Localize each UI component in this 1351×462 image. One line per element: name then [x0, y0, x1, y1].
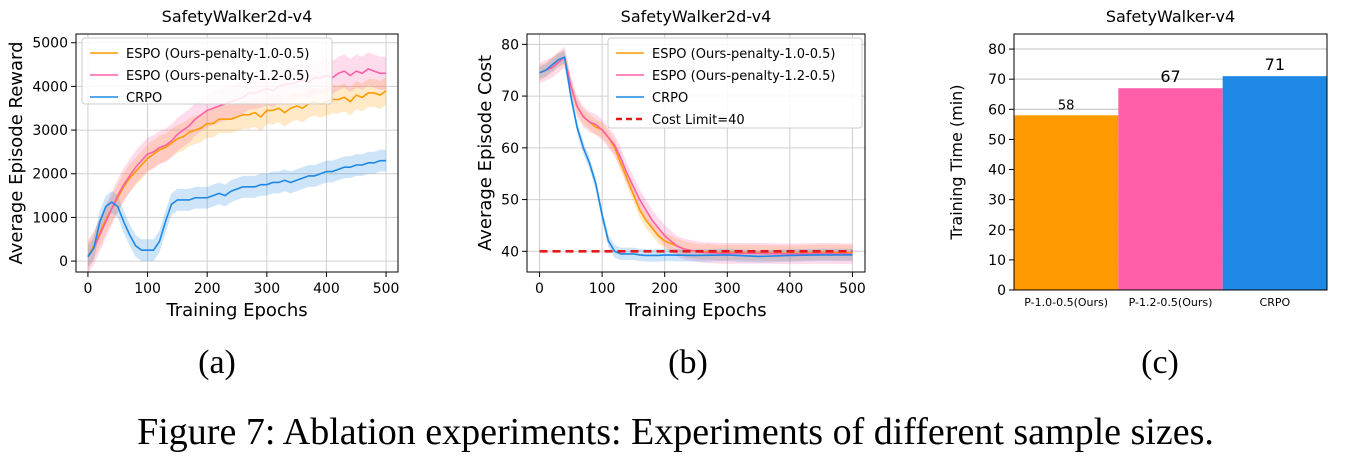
y-tick-label: 70 [501, 89, 519, 105]
x-axis-label: Training Epochs [624, 300, 766, 321]
bar-0 [1014, 115, 1119, 290]
x-tick-label: 0 [535, 281, 544, 297]
x-tick-label: P-1.0-0.5(Ours) [1024, 296, 1108, 309]
bar-value-label-0: 58 [1058, 98, 1075, 113]
legend-label-0: ESPO (Ours-penalty-1.0-0.5) [652, 47, 835, 62]
x-tick-label: P-1.2-0.5(Ours) [1129, 296, 1213, 309]
x-tick-label: 100 [134, 281, 161, 297]
y-tick-label: 2000 [32, 167, 68, 183]
x-tick-label: 500 [373, 281, 400, 297]
y-tick-label: 0 [59, 254, 68, 270]
y-tick-label: 30 [988, 193, 1006, 209]
series-band-2 [87, 149, 387, 268]
y-tick-label: 20 [988, 223, 1006, 239]
chart-title: SafetyWalker2d-v4 [621, 7, 772, 26]
chart-a: 0 100 200 300 400 500010002000300040005000Saf… [6, 7, 400, 321]
x-tick-label: 200 [651, 281, 678, 297]
chart-title: SafetyWalker2d-v4 [162, 7, 313, 26]
x-tick-label: 300 [714, 281, 741, 297]
bar-value-label-1: 67 [1160, 67, 1180, 86]
series-line-1 [539, 55, 853, 255]
x-tick-label: CRPO [1260, 296, 1291, 309]
legend-label-1: ESPO (Ours-penalty-1.2-0.5) [126, 69, 309, 84]
x-axis-label: Training Epochs [165, 300, 307, 321]
legend-label-2: CRPO [126, 91, 162, 106]
plot-frame [75, 33, 399, 273]
y-tick-label: 5000 [32, 36, 68, 52]
figure-caption: Figure 7: Ablation experiments: Experime… [137, 411, 1214, 453]
legend-label-0: ESPO (Ours-penalty-1.0-0.5) [126, 47, 309, 62]
y-tick-label: 0 [997, 283, 1006, 299]
y-tick-label: 1000 [32, 210, 68, 226]
legend-label-2: CRPO [652, 91, 688, 106]
y-tick-label: 60 [501, 141, 519, 157]
y-axis-label: Average Episode Reward [6, 41, 27, 264]
series-line-2 [539, 56, 853, 258]
y-tick-label: 40 [988, 163, 1006, 179]
legend-label-3: Cost Limit=40 [652, 113, 745, 128]
panel-label-c: (c) [1141, 344, 1179, 381]
x-tick-label: 400 [313, 281, 340, 297]
y-tick-label: 50 [988, 132, 1006, 148]
series-line-2 [87, 159, 387, 258]
y-tick-label: 3000 [32, 123, 68, 139]
y-axis-label: Training Time (min) [947, 84, 966, 240]
x-tick-label: 200 [194, 281, 221, 297]
y-tick-label: 80 [501, 37, 519, 53]
y-tick-label: 60 [988, 102, 1006, 118]
chart-b: 0 100 200 300 400 500 40 50 60 70 80 SafetyWalker2d… [475, 7, 866, 321]
panel-label-b: (b) [668, 344, 708, 381]
y-tick-label: 10 [988, 253, 1006, 269]
legend-label-1: ESPO (Ours-penalty-1.2-0.5) [652, 69, 835, 84]
plot-frame [1013, 33, 1328, 291]
legend-box [81, 37, 333, 105]
x-tick-label: 100 [589, 281, 616, 297]
bar-value-label-2: 71 [1265, 55, 1285, 74]
x-tick-label: 0 [83, 281, 92, 297]
chart-title: SafetyWalker-v4 [1106, 7, 1235, 26]
series-line-0 [87, 90, 387, 258]
y-tick-label: 4000 [32, 79, 68, 95]
panel-label-a: (a) [198, 344, 236, 381]
y-tick-label: 40 [501, 244, 519, 260]
x-tick-label: 300 [253, 281, 280, 297]
chart-c: 58 P-1.0-0.5(Ours) 67 P-1.2-0.5(Ours) 71 CRPO… [947, 7, 1328, 309]
y-tick-label: 50 [501, 193, 519, 209]
bar-2 [1222, 76, 1327, 290]
x-tick-label: 500 [839, 281, 866, 297]
y-axis-label: Average Episode Cost [475, 55, 496, 251]
legend-box [607, 37, 863, 129]
plot-frame [526, 33, 866, 273]
x-tick-label: 400 [777, 281, 804, 297]
y-tick-label: 70 [988, 72, 1006, 88]
y-tick-label: 80 [988, 42, 1006, 58]
bar-1 [1118, 88, 1223, 290]
